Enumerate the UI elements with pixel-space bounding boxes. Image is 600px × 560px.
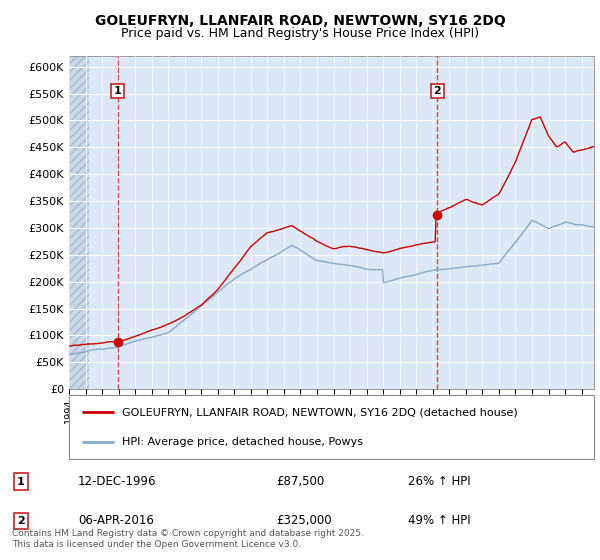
Text: 1: 1: [114, 86, 122, 96]
Text: £87,500: £87,500: [276, 475, 324, 488]
Text: 26% ↑ HPI: 26% ↑ HPI: [408, 475, 470, 488]
FancyBboxPatch shape: [69, 395, 594, 459]
Text: GOLEUFRYN, LLANFAIR ROAD, NEWTOWN, SY16 2DQ (detached house): GOLEUFRYN, LLANFAIR ROAD, NEWTOWN, SY16 …: [121, 407, 517, 417]
Text: 2: 2: [17, 516, 25, 526]
Bar: [69, 56, 89, 389]
Text: GOLEUFRYN, LLANFAIR ROAD, NEWTOWN, SY16 2DQ: GOLEUFRYN, LLANFAIR ROAD, NEWTOWN, SY16 …: [95, 14, 505, 28]
Text: 1: 1: [17, 477, 25, 487]
Text: £325,000: £325,000: [276, 514, 332, 528]
Text: 06-APR-2016: 06-APR-2016: [78, 514, 154, 528]
Text: 49% ↑ HPI: 49% ↑ HPI: [408, 514, 470, 528]
Text: 12-DEC-1996: 12-DEC-1996: [78, 475, 157, 488]
Text: Contains HM Land Registry data © Crown copyright and database right 2025.
This d: Contains HM Land Registry data © Crown c…: [12, 529, 364, 549]
Text: 2: 2: [433, 86, 441, 96]
Text: Price paid vs. HM Land Registry's House Price Index (HPI): Price paid vs. HM Land Registry's House …: [121, 27, 479, 40]
Text: HPI: Average price, detached house, Powys: HPI: Average price, detached house, Powy…: [121, 437, 362, 447]
